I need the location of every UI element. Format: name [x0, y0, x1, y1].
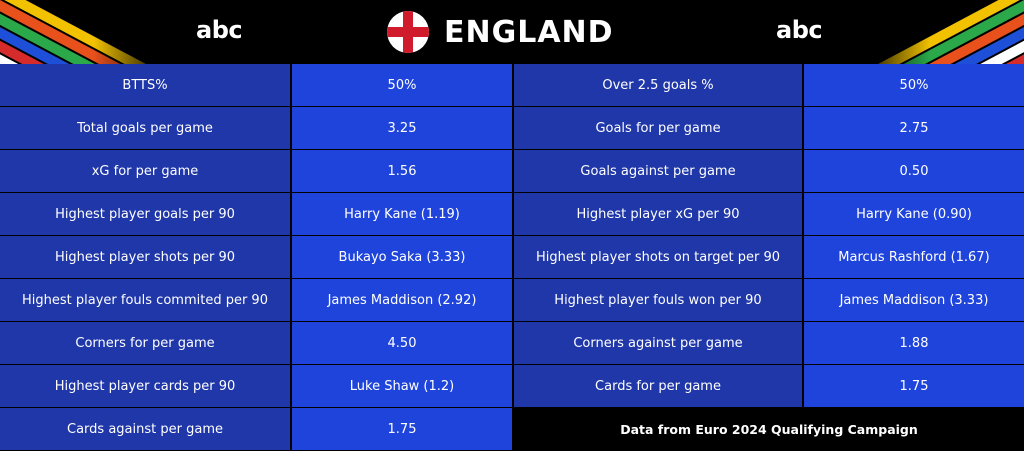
brand-logo-right: abc	[776, 16, 823, 44]
table-row: Highest player shots per 90 Bukayo Saka …	[0, 236, 1024, 279]
england-flag-icon	[387, 11, 429, 53]
stat-label: Highest player goals per 90	[0, 193, 290, 235]
title-group: ENGLAND	[386, 10, 614, 54]
stat-value: 50%	[804, 64, 1024, 106]
stat-label: Corners for per game	[0, 322, 290, 364]
stat-label: Corners against per game	[514, 322, 802, 364]
data-source-note: Data from Euro 2024 Qualifying Campaign	[514, 408, 1024, 451]
stat-value: 1.75	[292, 408, 512, 450]
stat-label: Highest player xG per 90	[514, 193, 802, 235]
stat-value: 1.88	[804, 322, 1024, 364]
stat-label: Goals against per game	[514, 150, 802, 192]
stats-table: BTTS% 50% Over 2.5 goals % 50% Total goa…	[0, 64, 1024, 451]
header: abc ENGLAND abc	[0, 0, 1024, 64]
stat-value: 3.25	[292, 107, 512, 149]
stat-label: Total goals per game	[0, 107, 290, 149]
table-row: Highest player cards per 90 Luke Shaw (1…	[0, 365, 1024, 408]
brand-logo-left: abc	[196, 16, 243, 44]
euro-stripes-right-icon	[854, 0, 1024, 64]
stat-label: Goals for per game	[514, 107, 802, 149]
table-row: Corners for per game 4.50 Corners agains…	[0, 322, 1024, 365]
table-row: Highest player goals per 90 Harry Kane (…	[0, 193, 1024, 236]
stat-value: 1.75	[804, 365, 1024, 407]
stat-value: 1.56	[292, 150, 512, 192]
stat-label: Highest player fouls commited per 90	[0, 279, 290, 321]
stat-value: James Maddison (3.33)	[804, 279, 1024, 321]
stat-value: Bukayo Saka (3.33)	[292, 236, 512, 278]
table-row: BTTS% 50% Over 2.5 goals % 50%	[0, 64, 1024, 107]
table-row: xG for per game 1.56 Goals against per g…	[0, 150, 1024, 193]
stat-value: 2.75	[804, 107, 1024, 149]
stat-label: xG for per game	[0, 150, 290, 192]
table-row: Cards against per game 1.75 Data from Eu…	[0, 408, 1024, 451]
stat-value: Harry Kane (0.90)	[804, 193, 1024, 235]
stat-value: Harry Kane (1.19)	[292, 193, 512, 235]
stat-label: Cards for per game	[514, 365, 802, 407]
stat-value: 4.50	[292, 322, 512, 364]
stat-value: 50%	[292, 64, 512, 106]
stat-value: Luke Shaw (1.2)	[292, 365, 512, 407]
stat-value: James Maddison (2.92)	[292, 279, 512, 321]
stat-label: Over 2.5 goals %	[514, 64, 802, 106]
euro-stripes-left-icon	[0, 0, 170, 64]
stat-value: 0.50	[804, 150, 1024, 192]
stat-label: Highest player shots per 90	[0, 236, 290, 278]
stat-label: Highest player cards per 90	[0, 365, 290, 407]
stat-label: Cards against per game	[0, 408, 290, 450]
table-row: Highest player fouls commited per 90 Jam…	[0, 279, 1024, 322]
stat-label: BTTS%	[0, 64, 290, 106]
page-title: ENGLAND	[444, 14, 614, 50]
stat-label: Highest player shots on target per 90	[514, 236, 802, 278]
stat-value: Marcus Rashford (1.67)	[804, 236, 1024, 278]
stat-label: Highest player fouls won per 90	[514, 279, 802, 321]
table-row: Total goals per game 3.25 Goals for per …	[0, 107, 1024, 150]
